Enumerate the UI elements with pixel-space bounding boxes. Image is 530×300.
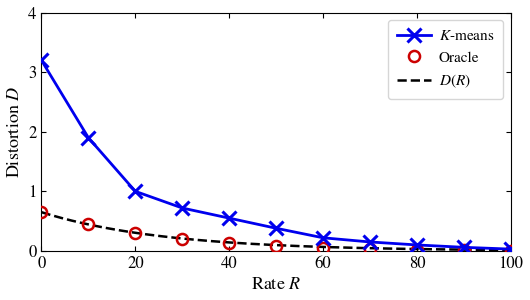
Oracle bbox=[226, 241, 233, 244]
Oracle bbox=[508, 249, 514, 252]
Legend: $K$-means, Oracle, $D(R)$: $K$-means, Oracle, $D(R)$ bbox=[388, 20, 504, 99]
Oracle bbox=[367, 247, 373, 251]
X-axis label: Rate $R$: Rate $R$ bbox=[251, 277, 301, 293]
$K$-means bbox=[179, 206, 186, 210]
$D(R)$ bbox=[264, 243, 270, 247]
Line: $D(R)$: $D(R)$ bbox=[41, 212, 511, 250]
$D(R)$ bbox=[38, 210, 45, 214]
Y-axis label: Distortion $D$: Distortion $D$ bbox=[7, 86, 23, 178]
$K$-means bbox=[38, 58, 45, 62]
Oracle bbox=[179, 237, 186, 241]
Line: $K$-means: $K$-means bbox=[34, 53, 518, 256]
$K$-means bbox=[414, 243, 420, 247]
Oracle bbox=[320, 246, 326, 249]
$D(R)$ bbox=[508, 248, 514, 252]
$K$-means bbox=[367, 240, 373, 244]
$D(R)$ bbox=[261, 243, 268, 246]
$D(R)$ bbox=[292, 244, 298, 248]
Oracle bbox=[461, 248, 467, 252]
Line: Oracle: Oracle bbox=[36, 207, 516, 256]
Oracle bbox=[38, 210, 45, 214]
$K$-means bbox=[226, 216, 233, 220]
$K$-means bbox=[320, 236, 326, 240]
$K$-means bbox=[508, 247, 514, 251]
$K$-means bbox=[85, 136, 92, 140]
$K$-means bbox=[461, 245, 467, 249]
Oracle bbox=[85, 222, 92, 226]
$K$-means bbox=[273, 226, 279, 230]
$D(R)$ bbox=[317, 245, 324, 249]
$K$-means bbox=[132, 190, 138, 193]
Oracle bbox=[132, 231, 138, 235]
Oracle bbox=[273, 244, 279, 247]
$D(R)$ bbox=[497, 248, 503, 252]
Oracle bbox=[414, 248, 420, 251]
$D(R)$ bbox=[423, 248, 429, 251]
